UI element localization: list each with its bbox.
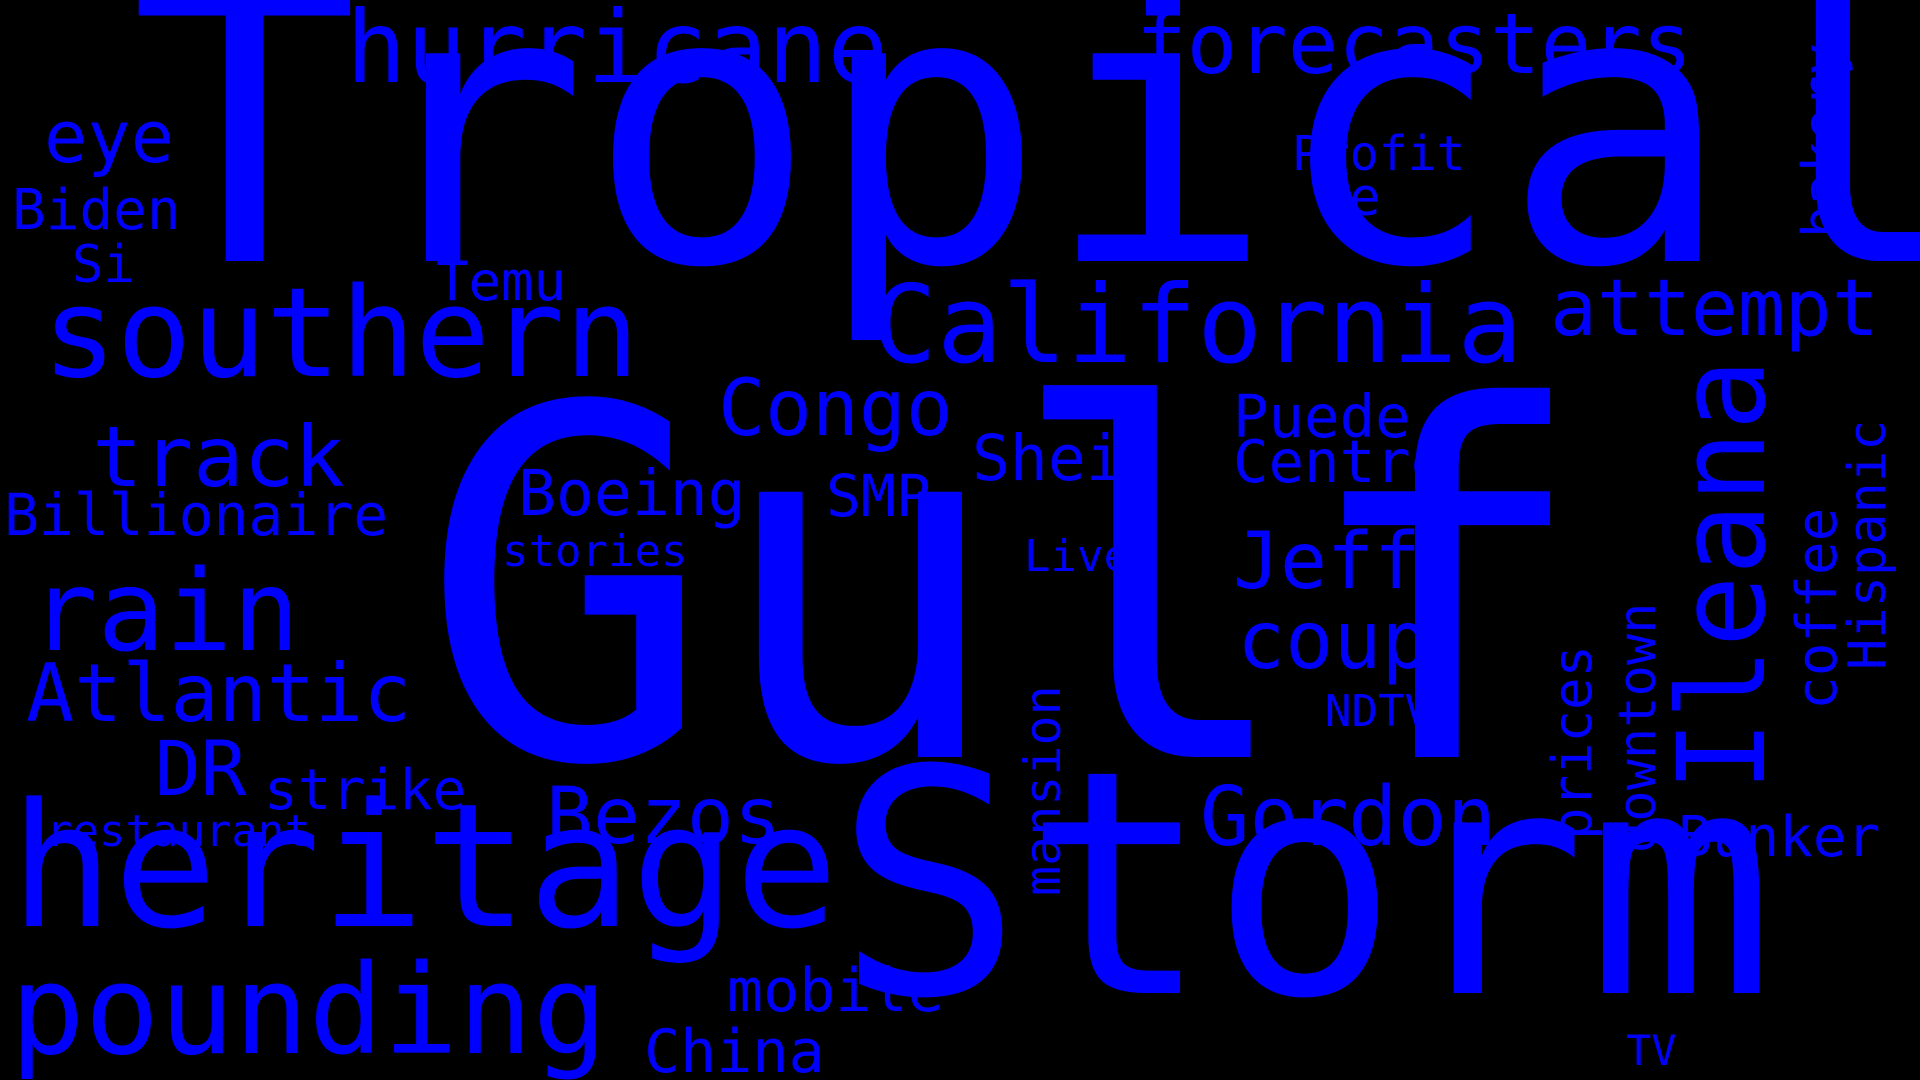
word-bezos: Bezos (546, 772, 781, 862)
word-atlantic: Atlantic (26, 647, 412, 740)
word-strike: strike (264, 758, 467, 823)
word-temu: Temu (436, 250, 567, 313)
word-track: track (92, 408, 345, 506)
word-bakery: bakery (1791, 42, 1854, 238)
word-pounding: pounding (10, 939, 608, 1080)
word-centre: Centre (1233, 427, 1447, 496)
word-se: Se (1318, 168, 1381, 228)
word-tv: TV (1626, 1026, 1677, 1075)
word-hurricane: hurricane (346, 0, 888, 106)
word-si: Si (72, 235, 135, 295)
word-shein: Shein (972, 422, 1162, 495)
word-dr: DR (155, 724, 247, 813)
word-restaurant: restaurant (46, 806, 311, 857)
word-storm: Storm (835, 703, 1775, 1067)
word-bunker: Bunker (1678, 805, 1881, 870)
word-downtown: downtown (1608, 602, 1668, 853)
word-california: California (872, 263, 1523, 388)
word-live: Live (1024, 531, 1130, 582)
word-boeing: Boeing (518, 457, 746, 530)
word-southern: southern (42, 262, 640, 406)
word-china: China (644, 1017, 825, 1080)
word-mobile: mobile (727, 956, 944, 1026)
word-hispanic: Hispanic (1838, 419, 1898, 670)
word-billionaire: Billionaire (4, 481, 389, 549)
word-jeff: Jeff (1233, 517, 1421, 607)
word-eye: eye (44, 95, 175, 179)
word-attempt: attempt (1550, 264, 1879, 354)
word-rain: rain (30, 547, 300, 677)
word-biden: Biden (12, 178, 181, 243)
word-puede: Puede (1233, 382, 1411, 451)
word-mansion: mansion (1014, 685, 1072, 896)
word-coup: coup (1237, 594, 1430, 687)
word-gordon: Gordon (1200, 770, 1497, 865)
word-heritage: heritage (10, 766, 839, 967)
word-profit: Profit (1292, 126, 1466, 182)
word-stories: stories (502, 526, 688, 577)
word-ndtv: NDTV (1325, 686, 1431, 737)
word-forecasters: forecasters (1136, 0, 1693, 93)
word-congo: Congo (718, 364, 953, 454)
word-prices: prices (1541, 644, 1604, 840)
word-tropical: Tropical (130, 0, 1920, 351)
word-smp: SMP (826, 462, 931, 530)
word-ileana: Ileana (1654, 358, 1793, 792)
word-gulf: Gulf (420, 306, 1591, 872)
